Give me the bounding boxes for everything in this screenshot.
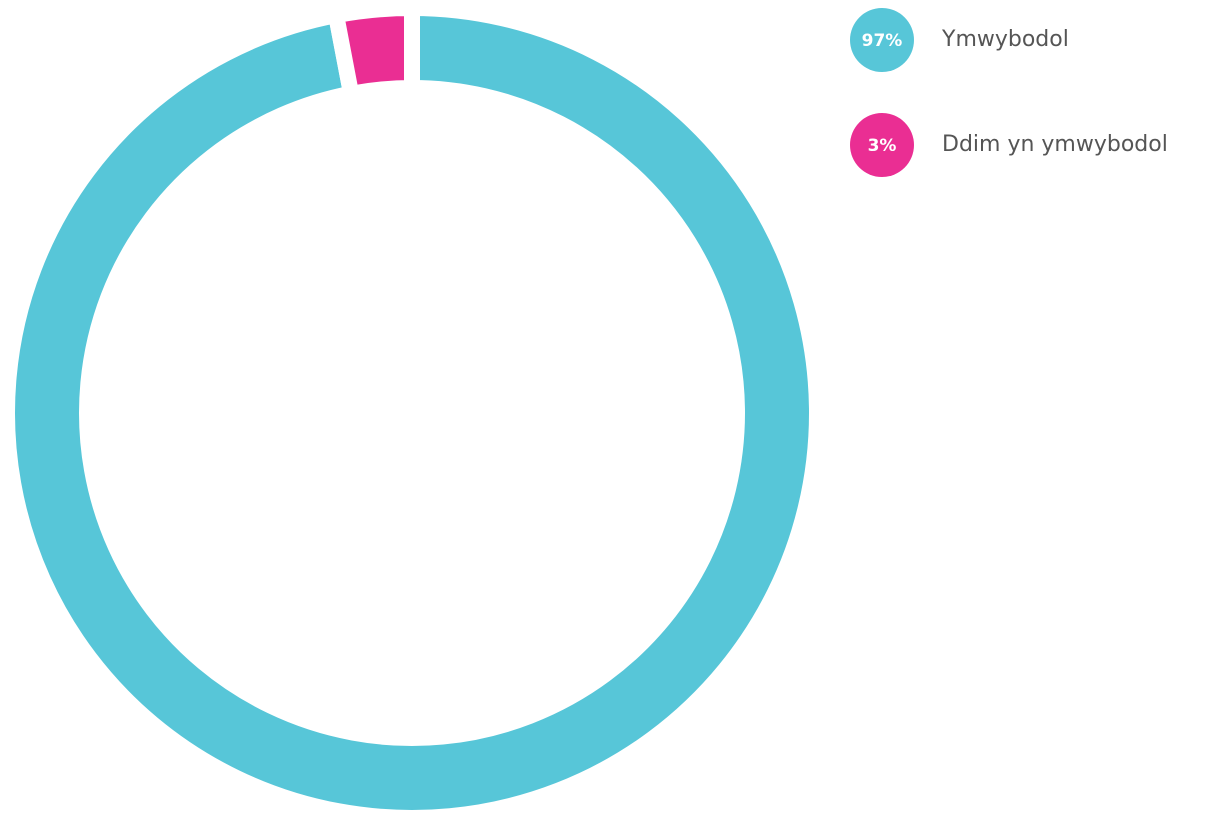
value-label: 97% [862,31,903,51]
legend-swatch [850,113,914,177]
donut-segment [326,0,420,104]
value-label: 3% [868,136,897,156]
legend-swatch [850,8,914,72]
legend-label: Ymwybodol [941,27,1069,52]
donut-segment [0,0,825,819]
legend-label: Ddim yn ymwybodol [942,132,1168,157]
